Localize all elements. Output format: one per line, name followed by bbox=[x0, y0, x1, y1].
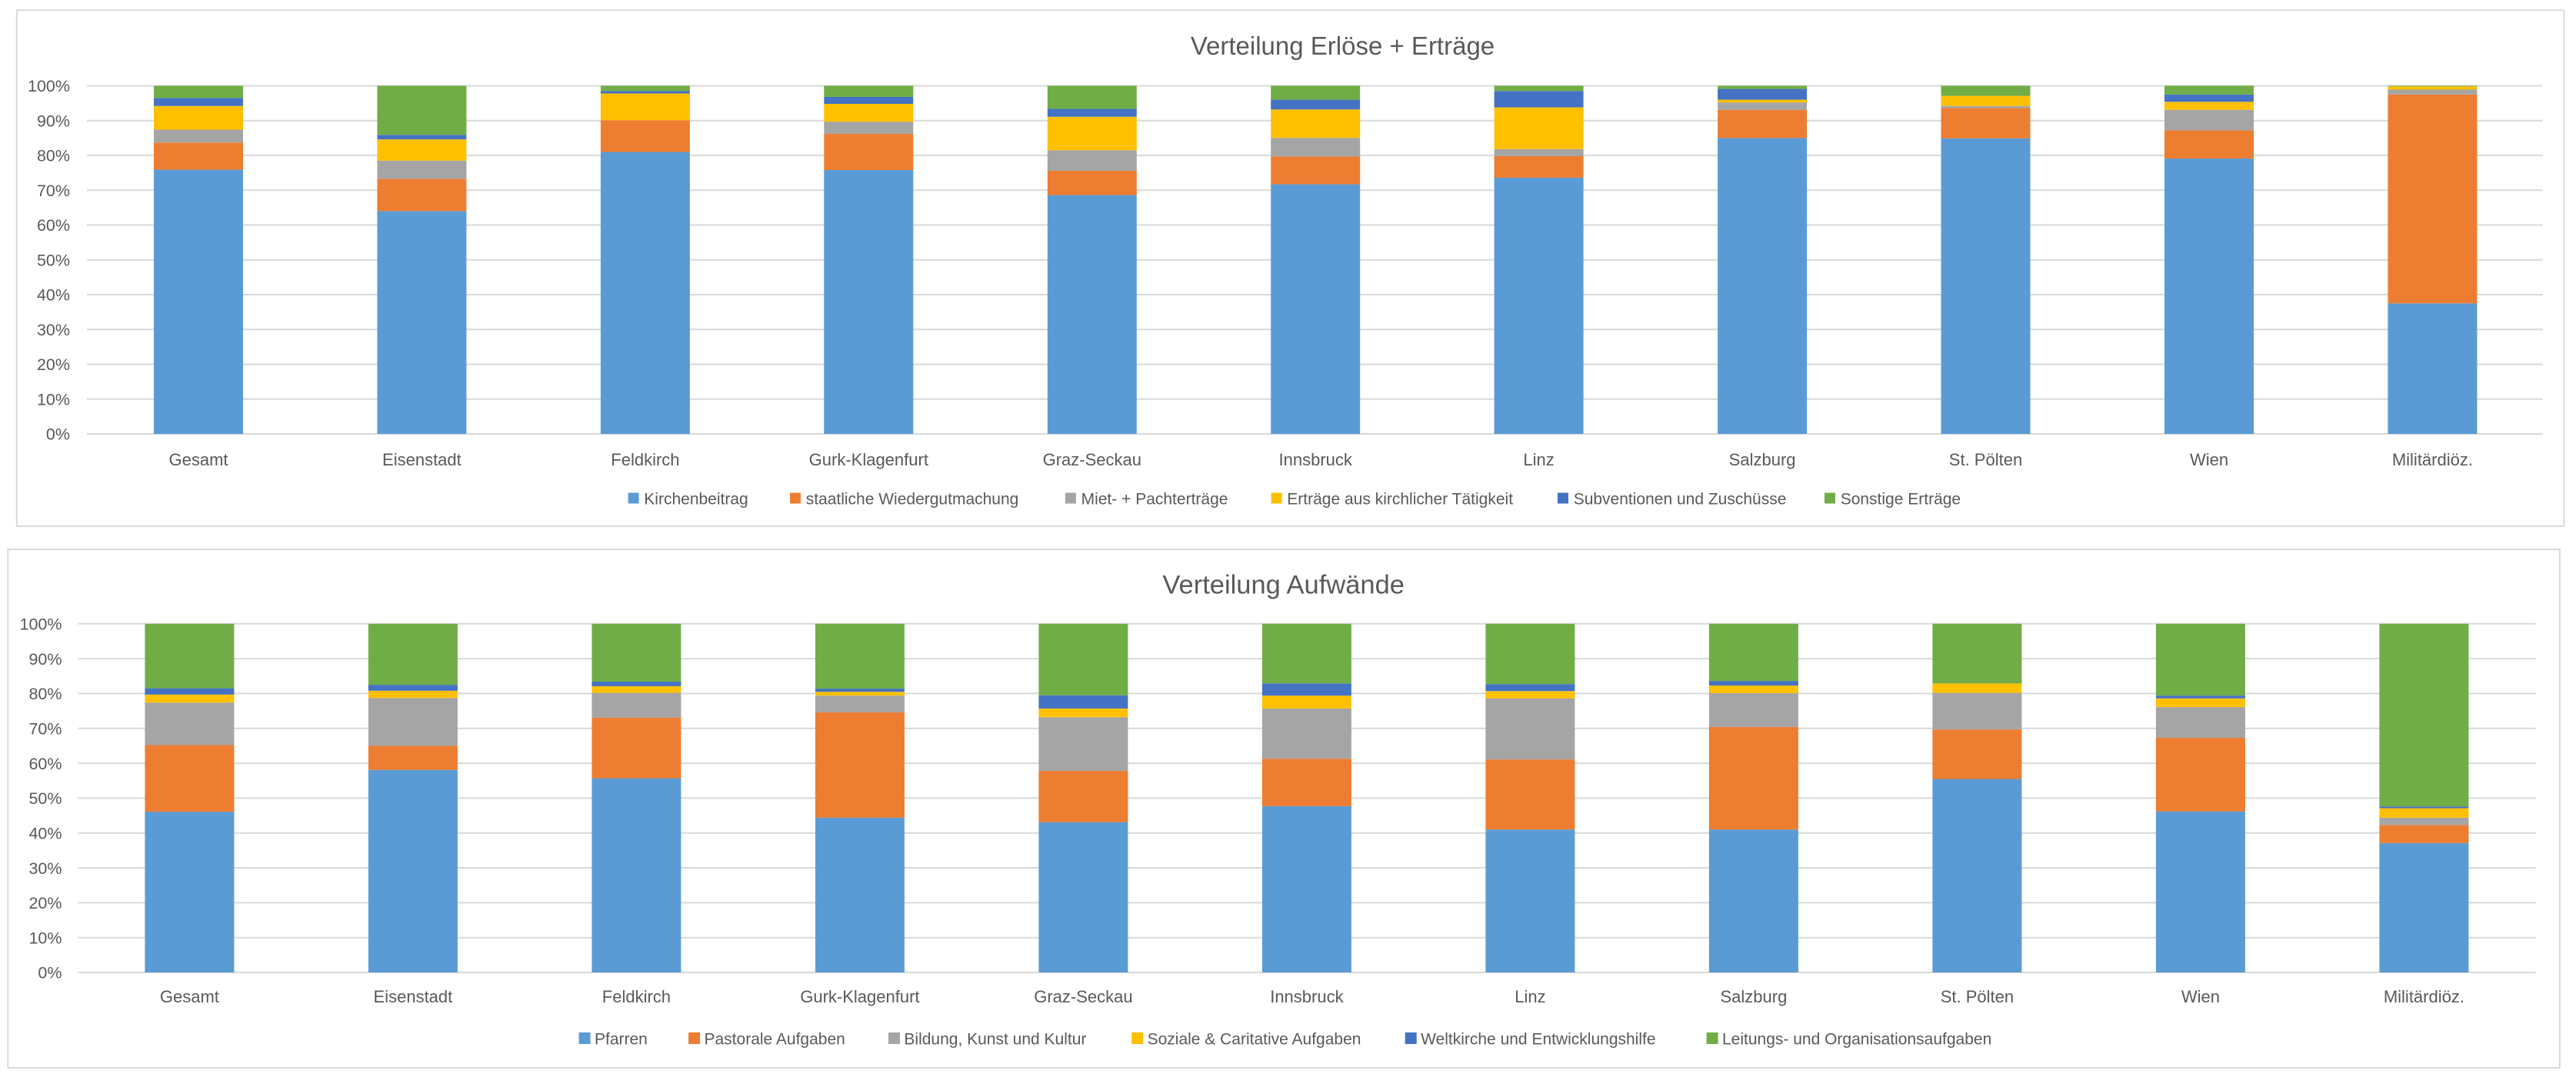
svg-text:Militärdiöz.: Militärdiöz. bbox=[2392, 450, 2473, 469]
svg-text:Bildung, Kunst und Kultur: Bildung, Kunst und Kultur bbox=[904, 1030, 1086, 1048]
svg-text:20%: 20% bbox=[28, 894, 62, 912]
svg-text:Verteilung Erlöse + Erträge: Verteilung Erlöse + Erträge bbox=[1191, 32, 1495, 60]
svg-text:Sonstige Erträge: Sonstige Erträge bbox=[1841, 491, 1961, 509]
svg-text:Salzburg: Salzburg bbox=[1720, 987, 1787, 1006]
svg-text:Verteilung Aufwände: Verteilung Aufwände bbox=[1162, 570, 1405, 599]
svg-text:60%: 60% bbox=[37, 216, 70, 235]
svg-text:Kirchenbeitrag: Kirchenbeitrag bbox=[644, 491, 748, 509]
svg-text:Eisenstadt: Eisenstadt bbox=[382, 450, 462, 469]
svg-text:Wien: Wien bbox=[2190, 450, 2228, 469]
svg-text:Eisenstadt: Eisenstadt bbox=[374, 987, 453, 1006]
svg-text:Gurk-Klagenfurt: Gurk-Klagenfurt bbox=[809, 450, 928, 469]
svg-text:Linz: Linz bbox=[1515, 987, 1545, 1006]
svg-text:Subventionen und Zuschüsse: Subventionen und Zuschüsse bbox=[1574, 491, 1787, 509]
svg-text:100%: 100% bbox=[28, 77, 70, 95]
svg-text:Pastorale Aufgaben: Pastorale Aufgaben bbox=[705, 1030, 845, 1048]
svg-text:80%: 80% bbox=[37, 147, 70, 165]
svg-text:80%: 80% bbox=[28, 685, 62, 703]
svg-text:10%: 10% bbox=[28, 929, 62, 947]
svg-text:70%: 70% bbox=[28, 720, 62, 739]
svg-text:St. Pölten: St. Pölten bbox=[1949, 450, 2022, 469]
svg-text:90%: 90% bbox=[28, 650, 62, 669]
svg-text:staatliche Wiedergutmachung: staatliche Wiedergutmachung bbox=[806, 491, 1019, 509]
svg-text:0%: 0% bbox=[46, 425, 70, 444]
svg-text:Gesamt: Gesamt bbox=[168, 450, 228, 469]
svg-text:Linz: Linz bbox=[1523, 450, 1554, 469]
svg-text:Leitungs- und Organisationsauf: Leitungs- und Organisationsaufgaben bbox=[1722, 1030, 1991, 1048]
svg-text:Innsbruck: Innsbruck bbox=[1270, 987, 1344, 1006]
svg-text:70%: 70% bbox=[37, 182, 70, 200]
svg-text:Miet- + Pachterträge: Miet- + Pachterträge bbox=[1081, 491, 1228, 509]
svg-text:10%: 10% bbox=[37, 391, 70, 409]
svg-text:50%: 50% bbox=[37, 252, 70, 270]
svg-text:40%: 40% bbox=[28, 825, 62, 843]
svg-text:90%: 90% bbox=[37, 112, 70, 131]
svg-text:Innsbruck: Innsbruck bbox=[1279, 450, 1353, 469]
svg-text:Erträge aus kirchlicher Tätigk: Erträge aus kirchlicher Tätigkeit bbox=[1287, 491, 1513, 509]
svg-text:30%: 30% bbox=[37, 321, 70, 339]
svg-text:Pfarren: Pfarren bbox=[595, 1030, 648, 1048]
svg-text:Feldkirch: Feldkirch bbox=[602, 987, 671, 1006]
svg-text:60%: 60% bbox=[28, 755, 62, 773]
svg-text:20%: 20% bbox=[37, 355, 70, 374]
svg-text:100%: 100% bbox=[20, 615, 62, 634]
svg-text:Gurk-Klagenfurt: Gurk-Klagenfurt bbox=[800, 987, 919, 1006]
svg-text:50%: 50% bbox=[28, 789, 62, 808]
svg-text:Feldkirch: Feldkirch bbox=[611, 450, 679, 469]
svg-text:Militärdiöz.: Militärdiöz. bbox=[2384, 987, 2464, 1006]
svg-text:Graz-Seckau: Graz-Seckau bbox=[1043, 450, 1141, 469]
svg-text:0%: 0% bbox=[38, 964, 62, 982]
svg-text:St. Pölten: St. Pölten bbox=[1941, 987, 2014, 1006]
svg-text:Graz-Seckau: Graz-Seckau bbox=[1034, 987, 1132, 1006]
svg-text:Soziale & Caritative Aufgaben: Soziale & Caritative Aufgaben bbox=[1148, 1030, 1361, 1048]
svg-text:30%: 30% bbox=[28, 859, 62, 878]
svg-text:40%: 40% bbox=[37, 286, 70, 305]
svg-text:Weltkirche und Entwicklungshil: Weltkirche und Entwicklungshilfe bbox=[1421, 1030, 1655, 1048]
svg-text:Gesamt: Gesamt bbox=[160, 987, 219, 1006]
svg-text:Wien: Wien bbox=[2181, 987, 2220, 1006]
svg-text:Salzburg: Salzburg bbox=[1729, 450, 1796, 469]
